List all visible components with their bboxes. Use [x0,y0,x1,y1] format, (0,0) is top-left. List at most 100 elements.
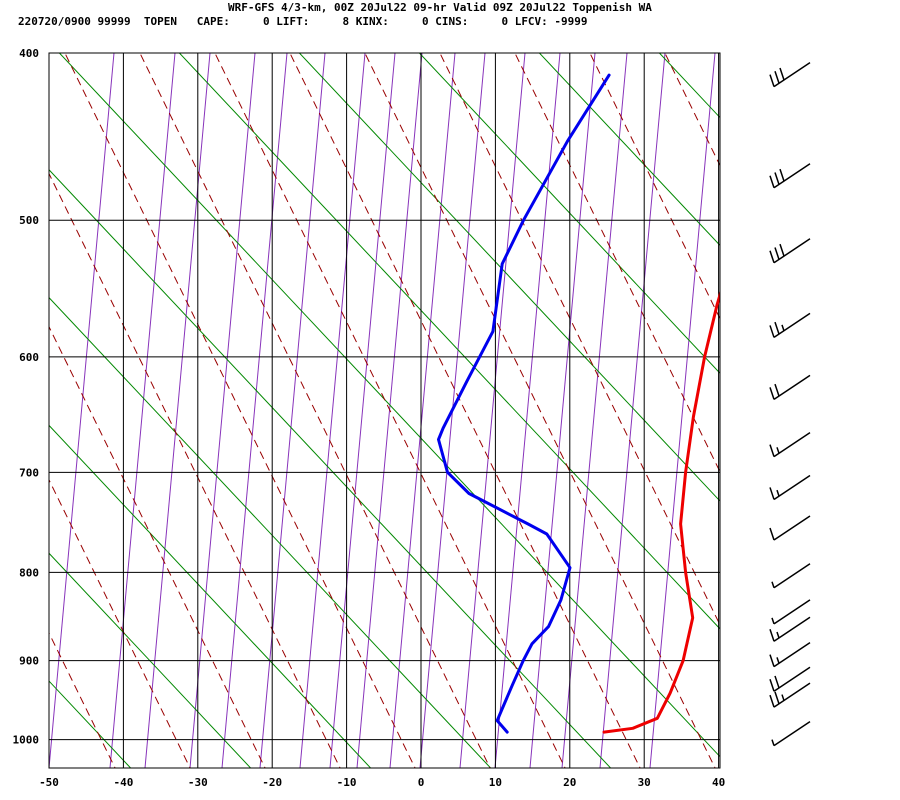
x-tick-label: -30 [188,776,208,789]
mixing-ratio-line [561,53,628,768]
wind-barb-half [781,324,785,332]
dry-adiabat-line [49,424,372,768]
wind-barb-half [776,447,780,454]
wind-barb-flag [769,444,775,457]
wind-barb [769,431,811,458]
wind-barb [771,599,811,625]
wind-barb-shaft [773,599,811,625]
wind-barb-flag [769,694,775,708]
wind-barb [769,238,811,264]
moist-adiabat-line [49,325,266,768]
x-tick-label: 0 [418,776,425,789]
wind-barb-flag [779,67,785,81]
wind-barb-half [776,489,780,497]
wind-barb-shaft [773,720,811,747]
mixing-ratio-line [144,53,211,768]
x-tick-label: -50 [39,776,59,789]
y-tick-label: 900 [19,655,39,668]
y-tick-label: 700 [19,466,39,479]
mixing-ratio-line [109,53,176,768]
wind-barb-shaft [773,682,811,708]
wind-barb-shaft [773,616,811,642]
wind-barb-flag [779,168,785,182]
wind-barb-half [776,631,780,639]
wind-barb-half [781,694,785,701]
wind-barb-flag [774,321,780,335]
moist-adiabat-line [885,43,900,778]
dry-adiabat-line [298,53,720,502]
sounding-info: 220720/0900 99999 TOPEN CAPE: 0 LIFT: 8 … [18,15,588,28]
y-tick-label: 800 [19,566,39,579]
wind-barb-shaft [773,666,811,692]
mixing-ratio-line [649,53,716,768]
x-tick-label: 40 [712,776,725,789]
wind-barb-half [771,739,775,746]
wind-barb [769,682,811,708]
wind-barb-flag [769,325,775,338]
wind-barb-flag [774,383,780,397]
y-tick-label: 1000 [13,734,40,747]
wind-barb-half [771,617,775,625]
dewpoint-profile [437,73,611,734]
mixing-ratio-line [329,53,396,768]
mixing-ratio-line [189,53,256,768]
x-tick-label: 30 [638,776,651,789]
wind-barb-flag [774,247,780,260]
mixing-ratio-line [259,53,326,768]
y-tick-label: 400 [19,47,39,60]
x-tick-label: -10 [337,776,357,789]
wind-barb-shaft [773,563,811,589]
mixing-ratio-line [599,53,666,768]
wind-barb-shaft [773,431,811,458]
wind-barb-half [771,581,775,588]
wind-barb-flag [769,487,775,500]
wind-barb-shaft [773,642,811,668]
wind-barb [769,666,811,692]
wind-barb-shaft [773,312,811,339]
wind-barb-flag [774,691,780,705]
moist-adiabat-line [214,53,566,768]
mixing-ratio-line [221,53,288,768]
mixing-ratio-line [389,53,456,768]
wind-barb-flag [769,527,775,541]
wind-barb-half [776,657,780,664]
wind-barb [771,563,811,589]
moist-adiabat-line [810,43,900,778]
moist-adiabat-line [589,53,720,320]
moist-adiabat-line [289,53,641,768]
temperature-profile [602,289,720,734]
wind-barb [771,720,811,747]
mixing-ratio-line [49,53,115,768]
plot-frame [48,52,721,769]
wind-barb [769,515,811,541]
sounding-header: WRF-GFS 4/3-km, 00Z 20Jul22 09-hr Valid … [0,0,900,32]
wind-barb-shaft [773,374,811,401]
wind-barb-flag [774,71,780,84]
mixing-ratio-line [459,53,526,768]
moist-adiabat-line [49,631,116,768]
dry-adiabat-line [0,43,20,778]
moist-adiabat-line [49,172,341,768]
mixing-ratio-line [299,53,366,768]
wind-barb-flag [769,629,775,642]
wind-barb [769,61,811,88]
wind-barb-flag [769,654,775,667]
dry-adiabat-line [178,53,720,630]
wind-barb [769,163,811,189]
x-tick-label: 20 [563,776,576,789]
wind-barb-shaft [773,61,811,88]
x-tick-label: 10 [489,776,502,789]
dry-adiabat-line [49,296,492,768]
dry-adiabat-line [890,43,900,778]
dry-adiabat-line [49,169,612,768]
dry-adiabat-line [49,552,252,768]
wind-barb-flag [774,675,780,689]
wind-barb-flag [769,74,775,87]
moist-adiabat-line [439,53,720,627]
x-tick-label: -20 [262,776,282,789]
wind-barb [769,616,811,642]
moist-adiabat-line [0,43,45,778]
wind-barb-flag [769,387,775,400]
y-tick-label: 500 [19,214,39,227]
